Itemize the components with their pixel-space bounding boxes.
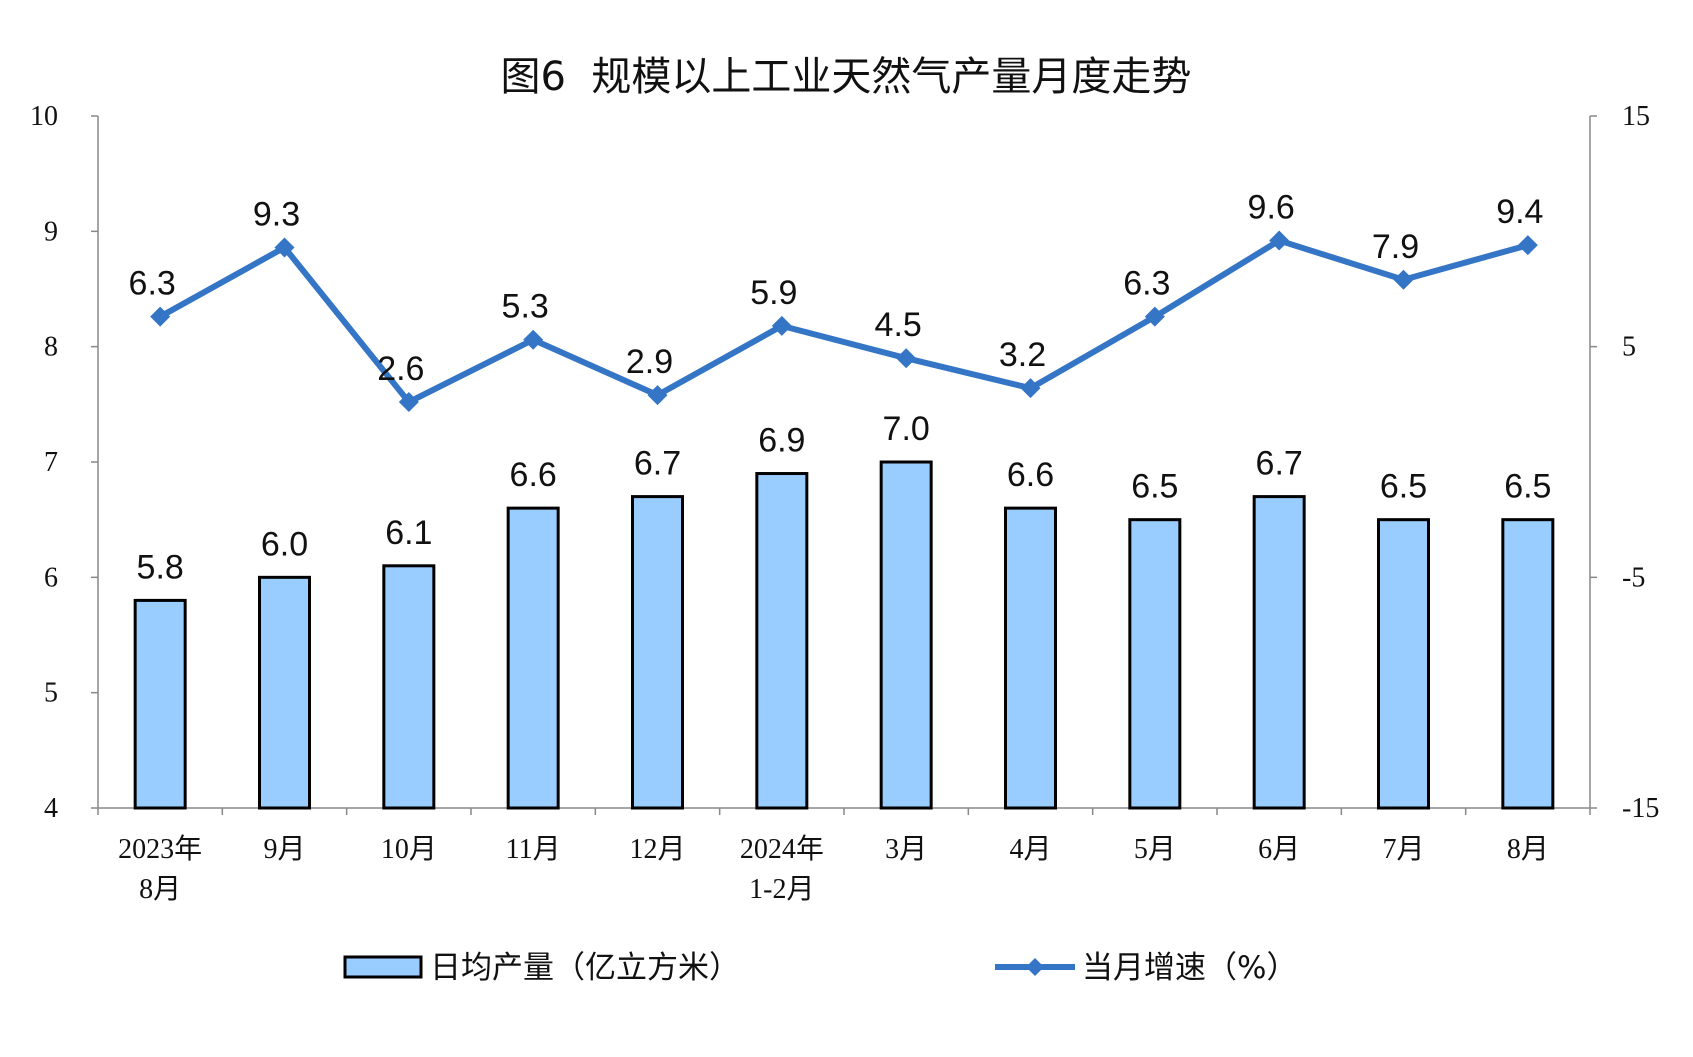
right-tick-label: -5 (1622, 562, 1645, 593)
line-data-label: 5.9 (750, 274, 797, 312)
line-data-label: 9.3 (253, 195, 300, 233)
bar (755, 472, 809, 810)
x-tick-label: 3月 (885, 834, 927, 865)
bar (258, 575, 311, 810)
bar-data-label: 6.5 (1504, 468, 1551, 506)
bar-data-label: 6.5 (1131, 468, 1178, 506)
line-marker (1269, 230, 1290, 251)
line-data-label: 4.5 (875, 306, 922, 344)
bar-data-label: 6.7 (634, 445, 681, 483)
right-tick-label: 5 (1622, 332, 1636, 363)
bar (1252, 495, 1306, 810)
bar (506, 506, 560, 810)
bar (1501, 518, 1555, 810)
bar-data-label: 6.6 (510, 456, 557, 494)
line-data-label: 2.6 (377, 350, 424, 388)
legend-line-label: 当月增速（%） (1082, 950, 1297, 986)
bar (1128, 518, 1182, 810)
bar-data-label: 6.0 (261, 525, 308, 563)
left-tick-label: 10 (30, 101, 58, 132)
line-data-label: 7.9 (1372, 228, 1419, 266)
x-tick-label: 1-2月 (749, 874, 814, 905)
line-marker (1020, 378, 1041, 399)
line-data-label: 6.3 (1123, 265, 1170, 303)
bar-data-label: 5.8 (137, 548, 184, 586)
right-tick-label: -15 (1622, 793, 1659, 824)
line-marker (896, 348, 917, 369)
line-data-label: 3.2 (999, 336, 1046, 374)
bar-data-label: 6.6 (1007, 456, 1054, 494)
line-marker (1517, 235, 1538, 256)
left-tick-label: 9 (44, 216, 58, 247)
chart-title: 图6 规模以上工业天然气产量月度走势 (501, 54, 1192, 100)
x-tick-label: 4月 (1009, 834, 1051, 865)
left-tick-label: 8 (44, 332, 58, 363)
left-tick-label: 4 (44, 793, 58, 824)
legend: 日均产量（亿立方米） 当月增速（%） (343, 950, 1297, 986)
line-marker (398, 392, 419, 413)
x-tick-label: 8月 (139, 874, 181, 905)
x-tick-label: 10月 (381, 834, 437, 865)
right-tick-label: 15 (1622, 101, 1650, 132)
line-data-label: 5.3 (502, 288, 549, 326)
bar-data-label: 6.1 (385, 514, 432, 552)
legend-bar-label: 日均产量（亿立方米） (430, 950, 740, 986)
bar-data-label: 6.9 (758, 422, 805, 460)
x-tick-label: 11月 (506, 834, 561, 865)
legend-line-marker (1026, 958, 1044, 976)
x-tick-label: 5月 (1134, 834, 1176, 865)
line-data-label: 6.3 (129, 265, 176, 303)
line-marker (647, 385, 668, 406)
left-tick-label: 6 (44, 562, 58, 593)
line-marker (274, 237, 295, 258)
bar (382, 564, 436, 810)
x-tick-label: 12月 (629, 834, 685, 865)
line-marker (771, 315, 792, 336)
left-tick-label: 5 (44, 678, 58, 709)
x-tick-label: 6月 (1258, 834, 1300, 865)
bar (879, 460, 933, 810)
x-tick-label: 2023年 (118, 833, 202, 865)
line-data-label: 9.6 (1248, 189, 1295, 227)
bar (1004, 506, 1057, 810)
x-tick-label: 8月 (1507, 834, 1549, 865)
left-tick-label: 7 (44, 447, 58, 478)
line-marker (523, 329, 544, 350)
x-tick-label: 7月 (1382, 834, 1424, 865)
line-marker (1393, 269, 1414, 290)
line-data-label: 2.9 (626, 343, 673, 381)
x-tick-label: 2024年 (740, 833, 824, 865)
bar-data-label: 6.5 (1380, 468, 1427, 506)
line-data-label: 9.4 (1496, 193, 1543, 231)
x-tick-label: 9月 (263, 834, 305, 865)
bar-data-label: 7.0 (883, 410, 930, 448)
bar (133, 598, 187, 810)
line-marker (150, 306, 171, 327)
bar-data-label: 6.7 (1256, 445, 1303, 483)
legend-bar-swatch (343, 955, 423, 979)
line-marker (1144, 306, 1165, 327)
bar (631, 495, 684, 810)
growth-line (158, 237, 1529, 406)
bar (1377, 518, 1430, 810)
